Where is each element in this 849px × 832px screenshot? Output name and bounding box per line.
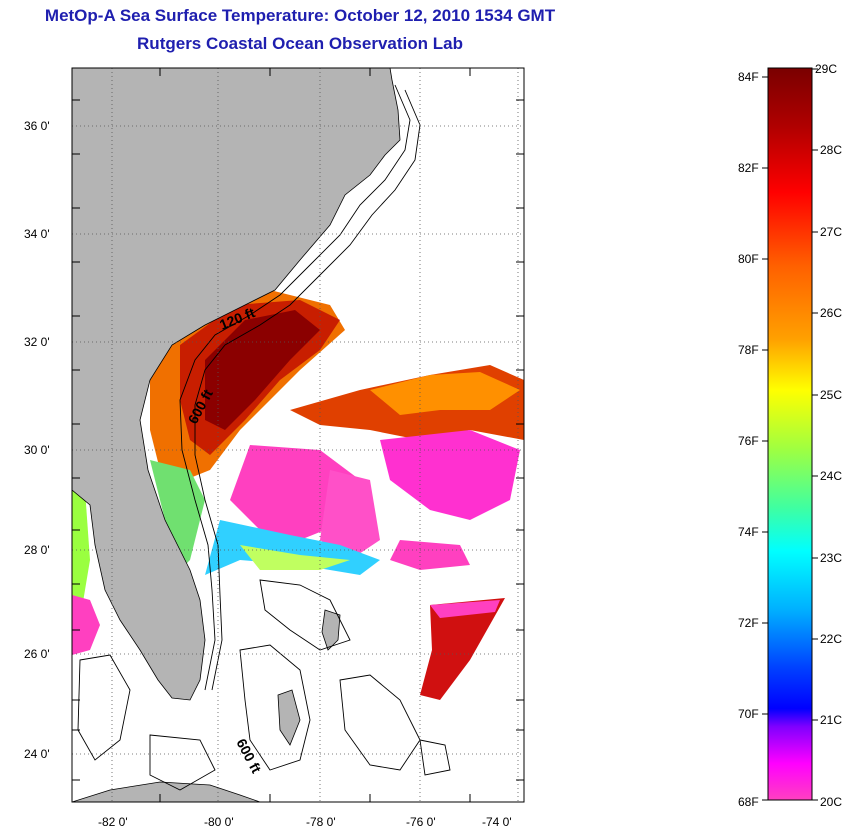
colorbar-label-c: 24C <box>820 469 842 483</box>
lat-tick-label: 28 0' <box>24 543 50 557</box>
colorbar-label-f: 80F <box>738 252 759 266</box>
colorbar: 84F 82F 80F 78F 76F 74F 72F 70F 68F 29C … <box>738 62 842 809</box>
sst-data-layer <box>72 290 524 700</box>
lat-tick-label: 36 0' <box>24 119 50 133</box>
colorbar-label-f: 84F <box>738 70 759 84</box>
map-title: MetOp-A Sea Surface Temperature: October… <box>44 6 556 25</box>
colorbar-label-c: 26C <box>820 306 842 320</box>
colorbar-label-c: 27C <box>820 225 842 239</box>
lat-tick-label: 32 0' <box>24 335 50 349</box>
colorbar-label-c: 25C <box>820 388 842 402</box>
lat-tick-label: 30 0' <box>24 443 50 457</box>
colorbar-label-c: 21C <box>820 713 842 727</box>
lat-tick-label: 34 0' <box>24 227 50 241</box>
colorbar-label-f: 68F <box>738 795 759 809</box>
colorbar-label-c: 28C <box>820 143 842 157</box>
colorbar-label-f: 82F <box>738 161 759 175</box>
map-graticule <box>72 68 524 802</box>
cuba-land <box>72 781 261 802</box>
map-ticks <box>72 68 524 802</box>
colorbar-label-c: 23C <box>820 551 842 565</box>
colorbar-label-f: 76F <box>738 434 759 448</box>
colorbar-label-c: 20C <box>820 795 842 809</box>
colorbar-label-f: 72F <box>738 616 759 630</box>
colorbar-label-f: 78F <box>738 343 759 357</box>
lat-tick-label: 24 0' <box>24 747 50 761</box>
colorbar-label-c: 29C <box>815 62 837 76</box>
bahamas-island <box>277 689 301 746</box>
map-content <box>72 68 524 802</box>
colorbar-label-f: 70F <box>738 707 759 721</box>
map-border <box>71 67 525 803</box>
lon-tick-label: -78 0' <box>306 815 336 829</box>
map-subtitle: Rutgers Coastal Ocean Observation Lab <box>137 34 463 53</box>
colorbar-ticks <box>762 68 818 801</box>
lon-tick-label: -80 0' <box>204 815 234 829</box>
lon-tick-label: -76 0' <box>406 815 436 829</box>
lon-tick-label: -74 0' <box>482 815 512 829</box>
colorbar-gradient <box>767 67 813 801</box>
colorbar-label-c: 22C <box>820 632 842 646</box>
lat-tick-label: 26 0' <box>24 647 50 661</box>
colorbar-label-f: 74F <box>738 525 759 539</box>
lon-tick-label: -82 0' <box>98 815 128 829</box>
us-land <box>72 68 401 701</box>
